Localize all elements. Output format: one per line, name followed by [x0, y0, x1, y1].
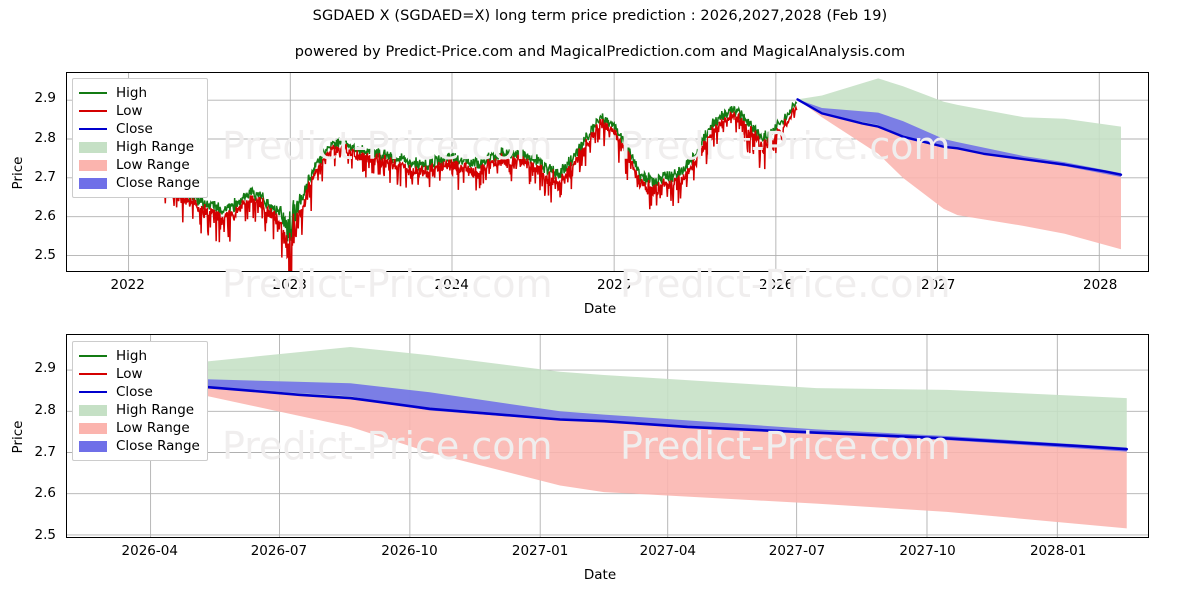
- legend-swatch-patch-icon: [79, 440, 107, 452]
- top-chart-svg: [67, 73, 1148, 271]
- legend-item-low[interactable]: Low: [79, 365, 200, 383]
- y-tick-label: 2.9: [34, 360, 56, 377]
- legend-item-close-range[interactable]: Close Range: [79, 174, 200, 192]
- top-chart-x-ticks: 2022 2023 2024 2025 2026 2027 2028: [0, 278, 1200, 298]
- x-tick-label: 2026: [758, 277, 794, 293]
- legend-item-high-range[interactable]: High Range: [79, 138, 200, 156]
- y-tick-label: 2.8: [34, 129, 56, 146]
- legend-item-label: Close: [116, 384, 153, 400]
- y-tick-label: 2.9: [34, 90, 56, 107]
- legend-swatch-patch-icon: [79, 177, 107, 189]
- x-tick-label: 2027-07: [768, 543, 826, 559]
- top-chart-y-axis-label: Price: [10, 156, 26, 190]
- legend-item-high[interactable]: High: [79, 84, 200, 102]
- legend-item-low-range[interactable]: Low Range: [79, 419, 200, 437]
- legend-item-label: Low Range: [116, 157, 190, 173]
- y-tick-label: 2.6: [34, 208, 56, 225]
- legend-item-low[interactable]: Low: [79, 102, 200, 120]
- legend-swatch-patch-icon: [79, 141, 107, 153]
- legend-item-low-range[interactable]: Low Range: [79, 156, 200, 174]
- legend-item-label: Close Range: [116, 438, 200, 454]
- x-tick-label: 2022: [110, 277, 145, 293]
- page-subtitle: powered by Predict-Price.com and Magical…: [294, 44, 906, 60]
- page-title: SGDAED X (SGDAED=X) long term price pred…: [312, 8, 888, 24]
- legend-item-high[interactable]: High: [79, 347, 200, 365]
- legend-item-close[interactable]: Close: [79, 120, 200, 138]
- y-tick-label: 2.8: [34, 402, 56, 419]
- legend-item-label: High Range: [116, 402, 195, 418]
- legend-item-label: Low: [116, 103, 143, 119]
- legend-swatch-line-icon: [79, 349, 107, 363]
- y-tick-label: 2.5: [34, 247, 56, 264]
- top-chart-plot-area: [66, 72, 1149, 272]
- legend-item-label: High Range: [116, 139, 195, 155]
- legend-item-label: Low: [116, 366, 143, 382]
- legend-swatch-patch-icon: [79, 404, 107, 416]
- legend-item-close[interactable]: Close: [79, 383, 200, 401]
- x-tick-label: 2027: [920, 277, 956, 293]
- x-tick-label: 2024: [434, 277, 469, 293]
- bottom-chart-x-ticks: 2026-04 2026-07 2026-10 2027-01 2027-04 2027-…: [0, 544, 1200, 564]
- y-tick-label: 2.5: [34, 526, 56, 543]
- legend-item-label: Low Range: [116, 420, 190, 436]
- legend-item-close-range[interactable]: Close Range: [79, 437, 200, 455]
- legend-swatch-line-icon: [79, 122, 107, 136]
- x-tick-label: 2028-01: [1029, 543, 1087, 559]
- legend-swatch-line-icon: [79, 367, 107, 381]
- x-tick-label: 2026-07: [250, 543, 308, 559]
- legend-item-label: High: [116, 348, 148, 364]
- legend-item-label: High: [116, 85, 148, 101]
- x-tick-label: 2025: [596, 277, 632, 293]
- bottom-chart-legend: High Low Close High Range Low Range Close Ran…: [72, 341, 208, 461]
- bottom-chart-plot-area: [66, 334, 1149, 538]
- bottom-chart-y-axis-label: Price: [10, 420, 26, 454]
- top-chart-legend: High Low Close High Range Low Range Close Ran…: [72, 78, 208, 198]
- legend-item-label: Close: [116, 121, 153, 137]
- legend-item-high-range[interactable]: High Range: [79, 401, 200, 419]
- top-chart-y-ticks: 2.5 2.6 2.7 2.8 2.9: [0, 72, 56, 272]
- x-tick-label: 2023: [272, 277, 307, 293]
- x-tick-label: 2026-10: [381, 543, 438, 559]
- bottom-chart-x-axis-label: Date: [583, 567, 617, 583]
- legend-swatch-patch-icon: [79, 159, 107, 171]
- legend-swatch-line-icon: [79, 104, 107, 118]
- x-tick-label: 2026-04: [121, 543, 178, 559]
- bottom-chart-svg: [67, 335, 1148, 537]
- y-tick-label: 2.6: [34, 485, 56, 502]
- legend-swatch-patch-icon: [79, 422, 107, 434]
- legend-swatch-line-icon: [79, 385, 107, 399]
- x-tick-label: 2027-10: [899, 543, 956, 559]
- y-tick-label: 2.7: [34, 443, 56, 460]
- y-tick-label: 2.7: [34, 168, 56, 185]
- bottom-chart-y-ticks: 2.5 2.6 2.7 2.8 2.9: [0, 334, 56, 542]
- legend-swatch-line-icon: [79, 86, 107, 100]
- x-tick-label: 2027-04: [639, 543, 697, 559]
- top-chart-x-axis-label: Date: [583, 301, 617, 317]
- x-tick-label: 2028: [1082, 277, 1118, 293]
- legend-item-label: Close Range: [116, 175, 200, 191]
- x-tick-label: 2027-01: [511, 543, 569, 559]
